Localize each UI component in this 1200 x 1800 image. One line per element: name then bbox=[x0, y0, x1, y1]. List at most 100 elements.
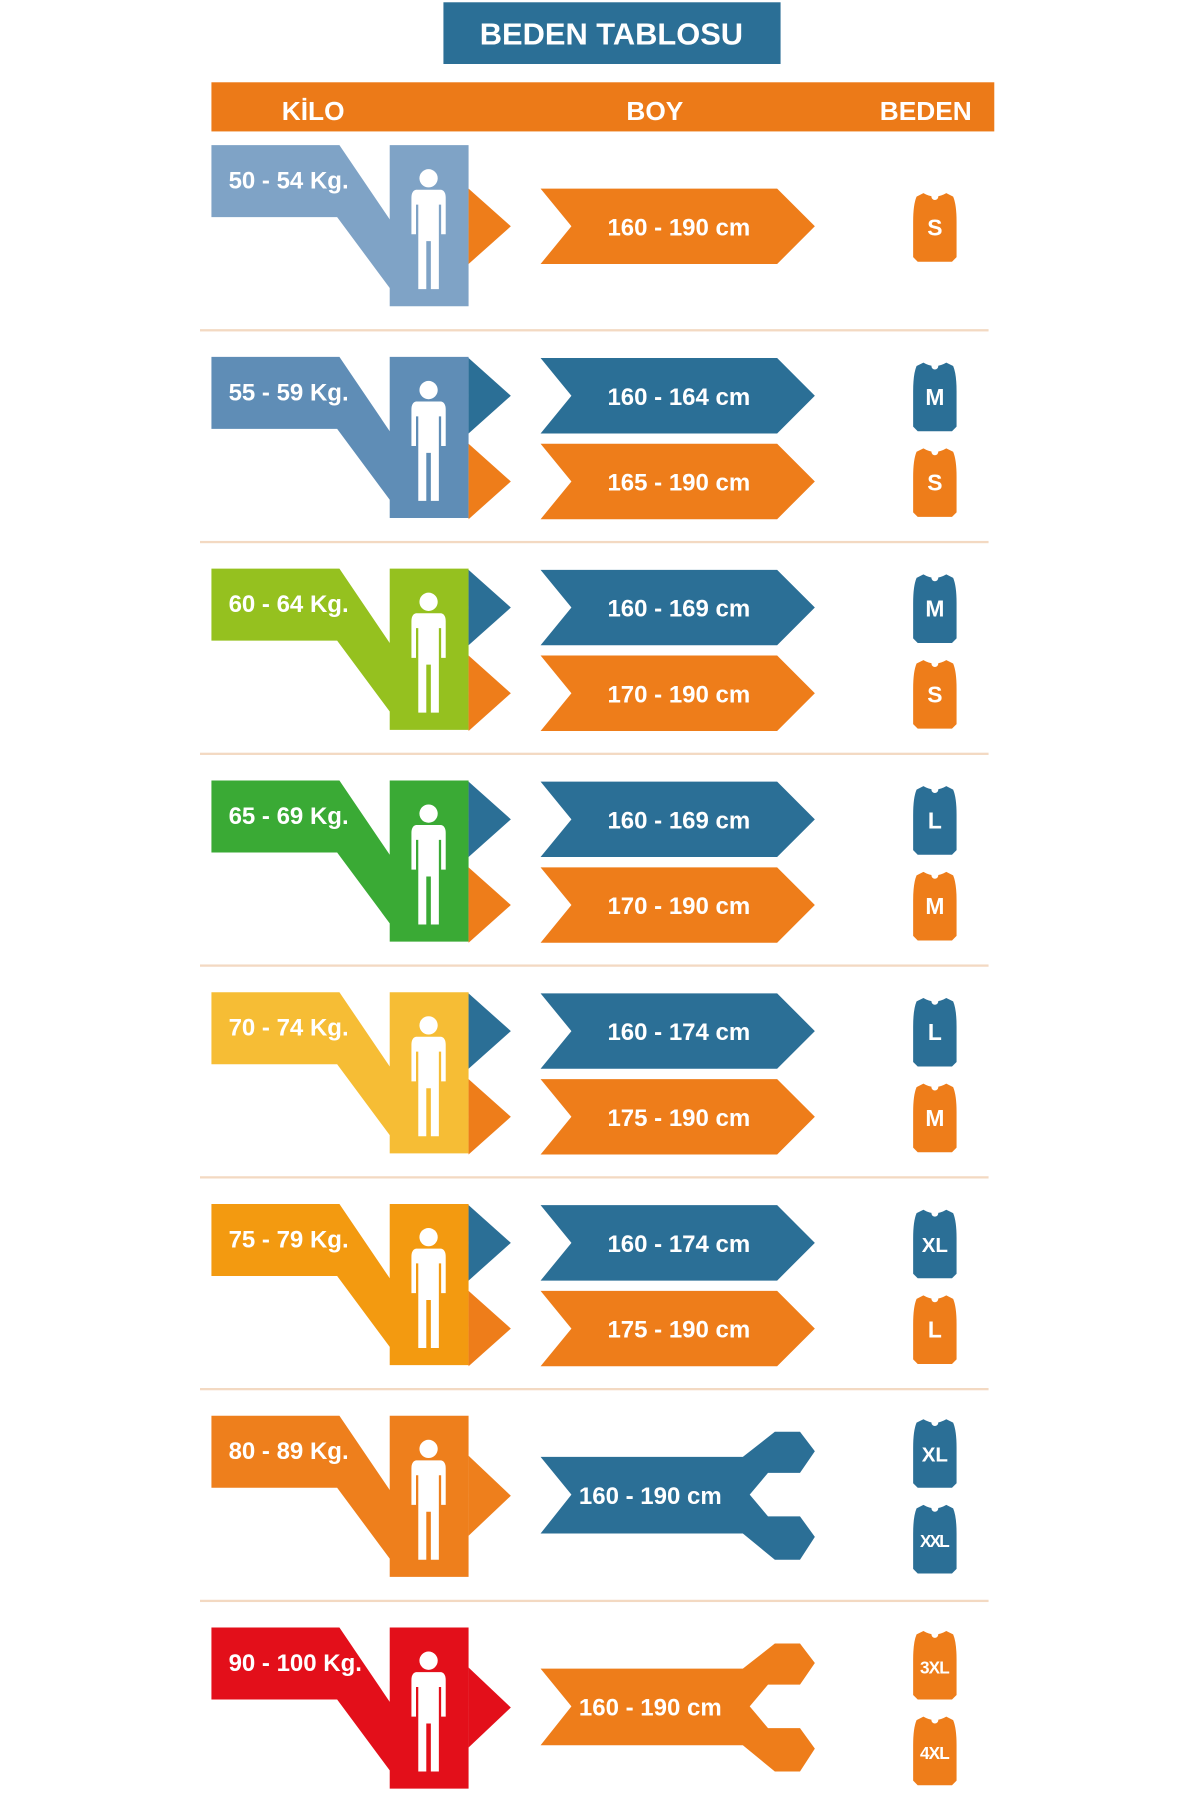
header-beden: BEDEN bbox=[880, 96, 972, 126]
pointer-arrow bbox=[468, 443, 511, 520]
height-fork-arrow bbox=[540, 1643, 815, 1772]
size-badge: XL bbox=[913, 1209, 957, 1279]
sweater-icon bbox=[913, 660, 957, 729]
weight-block bbox=[211, 1204, 469, 1366]
row-separator bbox=[200, 1176, 989, 1179]
person-icon bbox=[411, 380, 446, 501]
person-icon bbox=[411, 1228, 446, 1348]
size-badge: M bbox=[913, 871, 957, 941]
size-badge: S bbox=[913, 193, 957, 262]
header-kilo: KİLO bbox=[282, 96, 345, 126]
pointer-arrow bbox=[468, 781, 511, 858]
sweater-icon bbox=[913, 1716, 957, 1786]
sweater-icon bbox=[913, 1295, 957, 1364]
size-label: L bbox=[928, 1317, 942, 1343]
pointer-arrow bbox=[468, 188, 511, 264]
sweater-icon bbox=[913, 786, 957, 855]
size-badge: S bbox=[913, 448, 957, 517]
pointer-arrow bbox=[468, 867, 511, 943]
sweater-icon bbox=[913, 1504, 957, 1574]
height-arrow bbox=[540, 993, 815, 1069]
size-badge: 4XL bbox=[913, 1716, 957, 1786]
size-badge: 3XL bbox=[913, 1630, 957, 1700]
header-bar bbox=[211, 82, 995, 132]
sweater-icon bbox=[913, 1419, 957, 1488]
size-badge: XL bbox=[913, 1419, 957, 1488]
pointer-arrow bbox=[468, 569, 511, 646]
row-separator bbox=[200, 540, 989, 544]
row-separator bbox=[200, 1599, 989, 1603]
size-row: 55 - 59 Kg. 160 - 164 cm M 165 - 190 cm S bbox=[200, 356, 989, 544]
weight-block bbox=[211, 1627, 469, 1789]
weight-label: 50 - 54 Kg. bbox=[229, 168, 349, 195]
height-label: 160 - 190 cm bbox=[607, 214, 750, 241]
weight-block bbox=[211, 145, 469, 307]
person-icon bbox=[411, 169, 446, 290]
height-label: 175 - 190 cm bbox=[607, 1317, 750, 1344]
height-label: 170 - 190 cm bbox=[607, 893, 750, 920]
size-label: XXL bbox=[920, 1531, 950, 1551]
height-label: 165 - 190 cm bbox=[607, 470, 750, 497]
pointer-arrow bbox=[468, 655, 511, 731]
weight-label: 65 - 69 Kg. bbox=[229, 803, 349, 830]
sweater-icon bbox=[913, 193, 957, 262]
height-arrow bbox=[540, 188, 815, 264]
height-label: 160 - 174 cm bbox=[607, 1019, 750, 1046]
size-badge: L bbox=[913, 786, 957, 855]
weight-label: 70 - 74 Kg. bbox=[229, 1015, 349, 1042]
weight-block bbox=[211, 992, 469, 1154]
sweater-icon bbox=[913, 448, 957, 517]
person-icon bbox=[411, 592, 446, 713]
sweater-icon bbox=[913, 871, 957, 941]
height-label: 160 - 169 cm bbox=[607, 807, 750, 834]
height-arrow bbox=[540, 443, 815, 520]
height-label: 170 - 190 cm bbox=[607, 681, 750, 708]
height-label: 160 - 174 cm bbox=[607, 1231, 750, 1258]
height-label: 175 - 190 cm bbox=[607, 1105, 750, 1132]
sweater-icon bbox=[913, 1083, 957, 1153]
pointer-arrow bbox=[468, 1290, 511, 1367]
size-label: S bbox=[927, 681, 942, 707]
height-label: 160 - 164 cm bbox=[607, 384, 750, 411]
sweater-icon bbox=[913, 362, 957, 432]
size-label: L bbox=[928, 807, 942, 833]
weight-label: 90 - 100 Kg. bbox=[229, 1650, 362, 1677]
pointer-arrow bbox=[468, 1667, 511, 1748]
pointer-arrow bbox=[468, 358, 511, 434]
person-icon bbox=[411, 1651, 446, 1772]
row-separator bbox=[200, 1388, 989, 1391]
pointer-arrow bbox=[468, 993, 511, 1069]
size-label: M bbox=[925, 893, 944, 919]
size-label: S bbox=[927, 470, 942, 496]
height-label: 160 - 169 cm bbox=[607, 596, 750, 623]
size-badge: M bbox=[913, 362, 957, 432]
size-label: 4XL bbox=[920, 1743, 950, 1763]
weight-block bbox=[211, 1415, 469, 1577]
weight-label: 55 - 59 Kg. bbox=[229, 379, 349, 406]
pointer-arrow bbox=[468, 1079, 511, 1155]
header-boy: BOY bbox=[626, 96, 683, 126]
height-arrow bbox=[540, 1205, 815, 1281]
page-title: BEDEN TABLOSU bbox=[480, 17, 743, 52]
height-label: 160 - 190 cm bbox=[579, 1483, 722, 1510]
title-box bbox=[443, 2, 781, 65]
size-label: M bbox=[925, 1105, 944, 1131]
size-label: M bbox=[925, 384, 944, 410]
size-label: M bbox=[925, 596, 944, 622]
weight-block bbox=[211, 356, 469, 519]
height-arrow bbox=[540, 655, 815, 731]
pointer-arrow bbox=[468, 1455, 511, 1536]
row-separator bbox=[200, 752, 989, 755]
height-arrow bbox=[540, 1290, 815, 1367]
person-icon bbox=[411, 804, 446, 925]
size-badge: L bbox=[913, 1295, 957, 1364]
pointer-arrow bbox=[468, 1205, 511, 1281]
sweater-icon bbox=[913, 997, 957, 1067]
row-separator bbox=[200, 964, 989, 967]
size-row: 90 - 100 Kg. 160 - 190 cm 3XL 4XL bbox=[211, 1627, 957, 1789]
person-icon bbox=[411, 1016, 446, 1137]
height-label: 160 - 190 cm bbox=[579, 1695, 722, 1722]
size-label: L bbox=[928, 1019, 942, 1045]
height-arrow bbox=[540, 1079, 815, 1155]
